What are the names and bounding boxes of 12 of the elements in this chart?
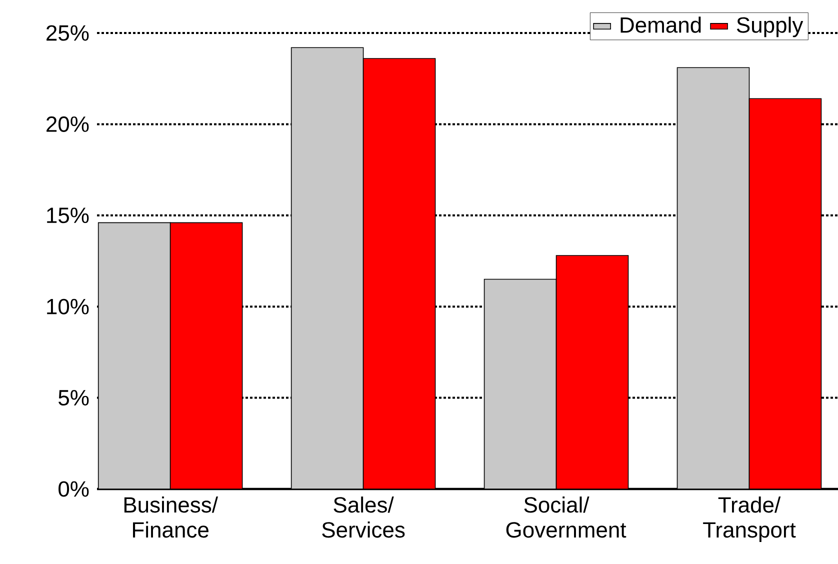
x-tick-label: Trade/ Transport [703,496,796,542]
y-tick-label: 5% [58,390,89,406]
x-tick-label: Social/ Government [506,496,626,538]
x-tick-label: Business/ Finance [124,496,218,538]
y-tick-label: 15% [47,208,89,224]
y-tick-label: 0% [58,481,89,497]
x-tick-label: Sales/ Services [322,496,405,538]
y-tick-label: 25% [46,25,89,41]
y-tick-label: 10% [47,298,89,314]
legend-label: Supply [736,16,804,38]
legend-label: Demand [620,16,701,33]
y-tick-label: 20% [46,116,89,132]
